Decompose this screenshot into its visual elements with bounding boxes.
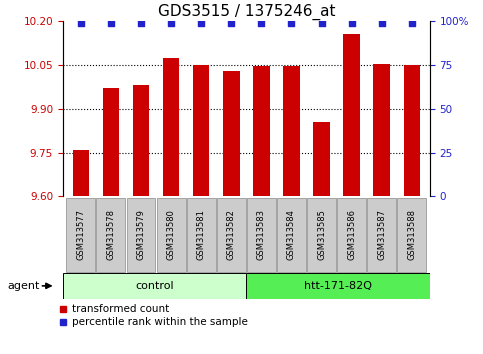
Bar <box>63 273 246 299</box>
Point <box>137 20 145 26</box>
Text: control: control <box>135 281 174 291</box>
Text: GSM313581: GSM313581 <box>197 209 206 260</box>
Bar <box>66 198 95 272</box>
Title: GDS3515 / 1375246_at: GDS3515 / 1375246_at <box>157 4 335 20</box>
Bar <box>193 65 210 196</box>
Bar <box>283 65 300 196</box>
Text: GSM313582: GSM313582 <box>227 209 236 260</box>
Bar <box>103 88 119 196</box>
Text: GSM313583: GSM313583 <box>257 209 266 260</box>
Bar <box>97 198 126 272</box>
Text: GSM313588: GSM313588 <box>407 209 416 260</box>
Bar <box>403 65 420 196</box>
Bar <box>163 58 179 196</box>
Bar <box>72 150 89 196</box>
Legend: transformed count, percentile rank within the sample: transformed count, percentile rank withi… <box>58 304 248 327</box>
Bar <box>217 198 246 272</box>
Text: GSM313578: GSM313578 <box>106 209 115 260</box>
Bar <box>187 198 215 272</box>
Bar <box>398 198 426 272</box>
Bar <box>313 122 330 196</box>
Point <box>77 20 85 26</box>
Text: GSM313586: GSM313586 <box>347 209 356 260</box>
Point <box>408 20 416 26</box>
Point <box>318 20 326 26</box>
Text: GSM313577: GSM313577 <box>76 209 85 260</box>
Text: GSM313585: GSM313585 <box>317 209 326 260</box>
Point <box>378 20 385 26</box>
Bar <box>277 198 306 272</box>
Text: GSM313579: GSM313579 <box>137 209 145 260</box>
Text: GSM313580: GSM313580 <box>167 209 176 260</box>
Point <box>107 20 115 26</box>
Bar <box>223 71 240 196</box>
Bar <box>373 64 390 196</box>
Bar <box>307 198 336 272</box>
Bar <box>337 198 366 272</box>
Bar <box>246 273 430 299</box>
Point <box>257 20 265 26</box>
Point <box>167 20 175 26</box>
Point <box>198 20 205 26</box>
Bar <box>253 66 270 196</box>
Point <box>348 20 355 26</box>
Point <box>287 20 295 26</box>
Bar <box>367 198 396 272</box>
Bar <box>127 198 156 272</box>
Text: GSM313587: GSM313587 <box>377 209 386 260</box>
Bar <box>156 198 185 272</box>
Text: htt-171-82Q: htt-171-82Q <box>304 281 372 291</box>
Bar <box>247 198 276 272</box>
Text: GSM313584: GSM313584 <box>287 209 296 260</box>
Bar <box>343 34 360 196</box>
Text: agent: agent <box>7 281 40 291</box>
Bar <box>133 85 149 196</box>
Point <box>227 20 235 26</box>
